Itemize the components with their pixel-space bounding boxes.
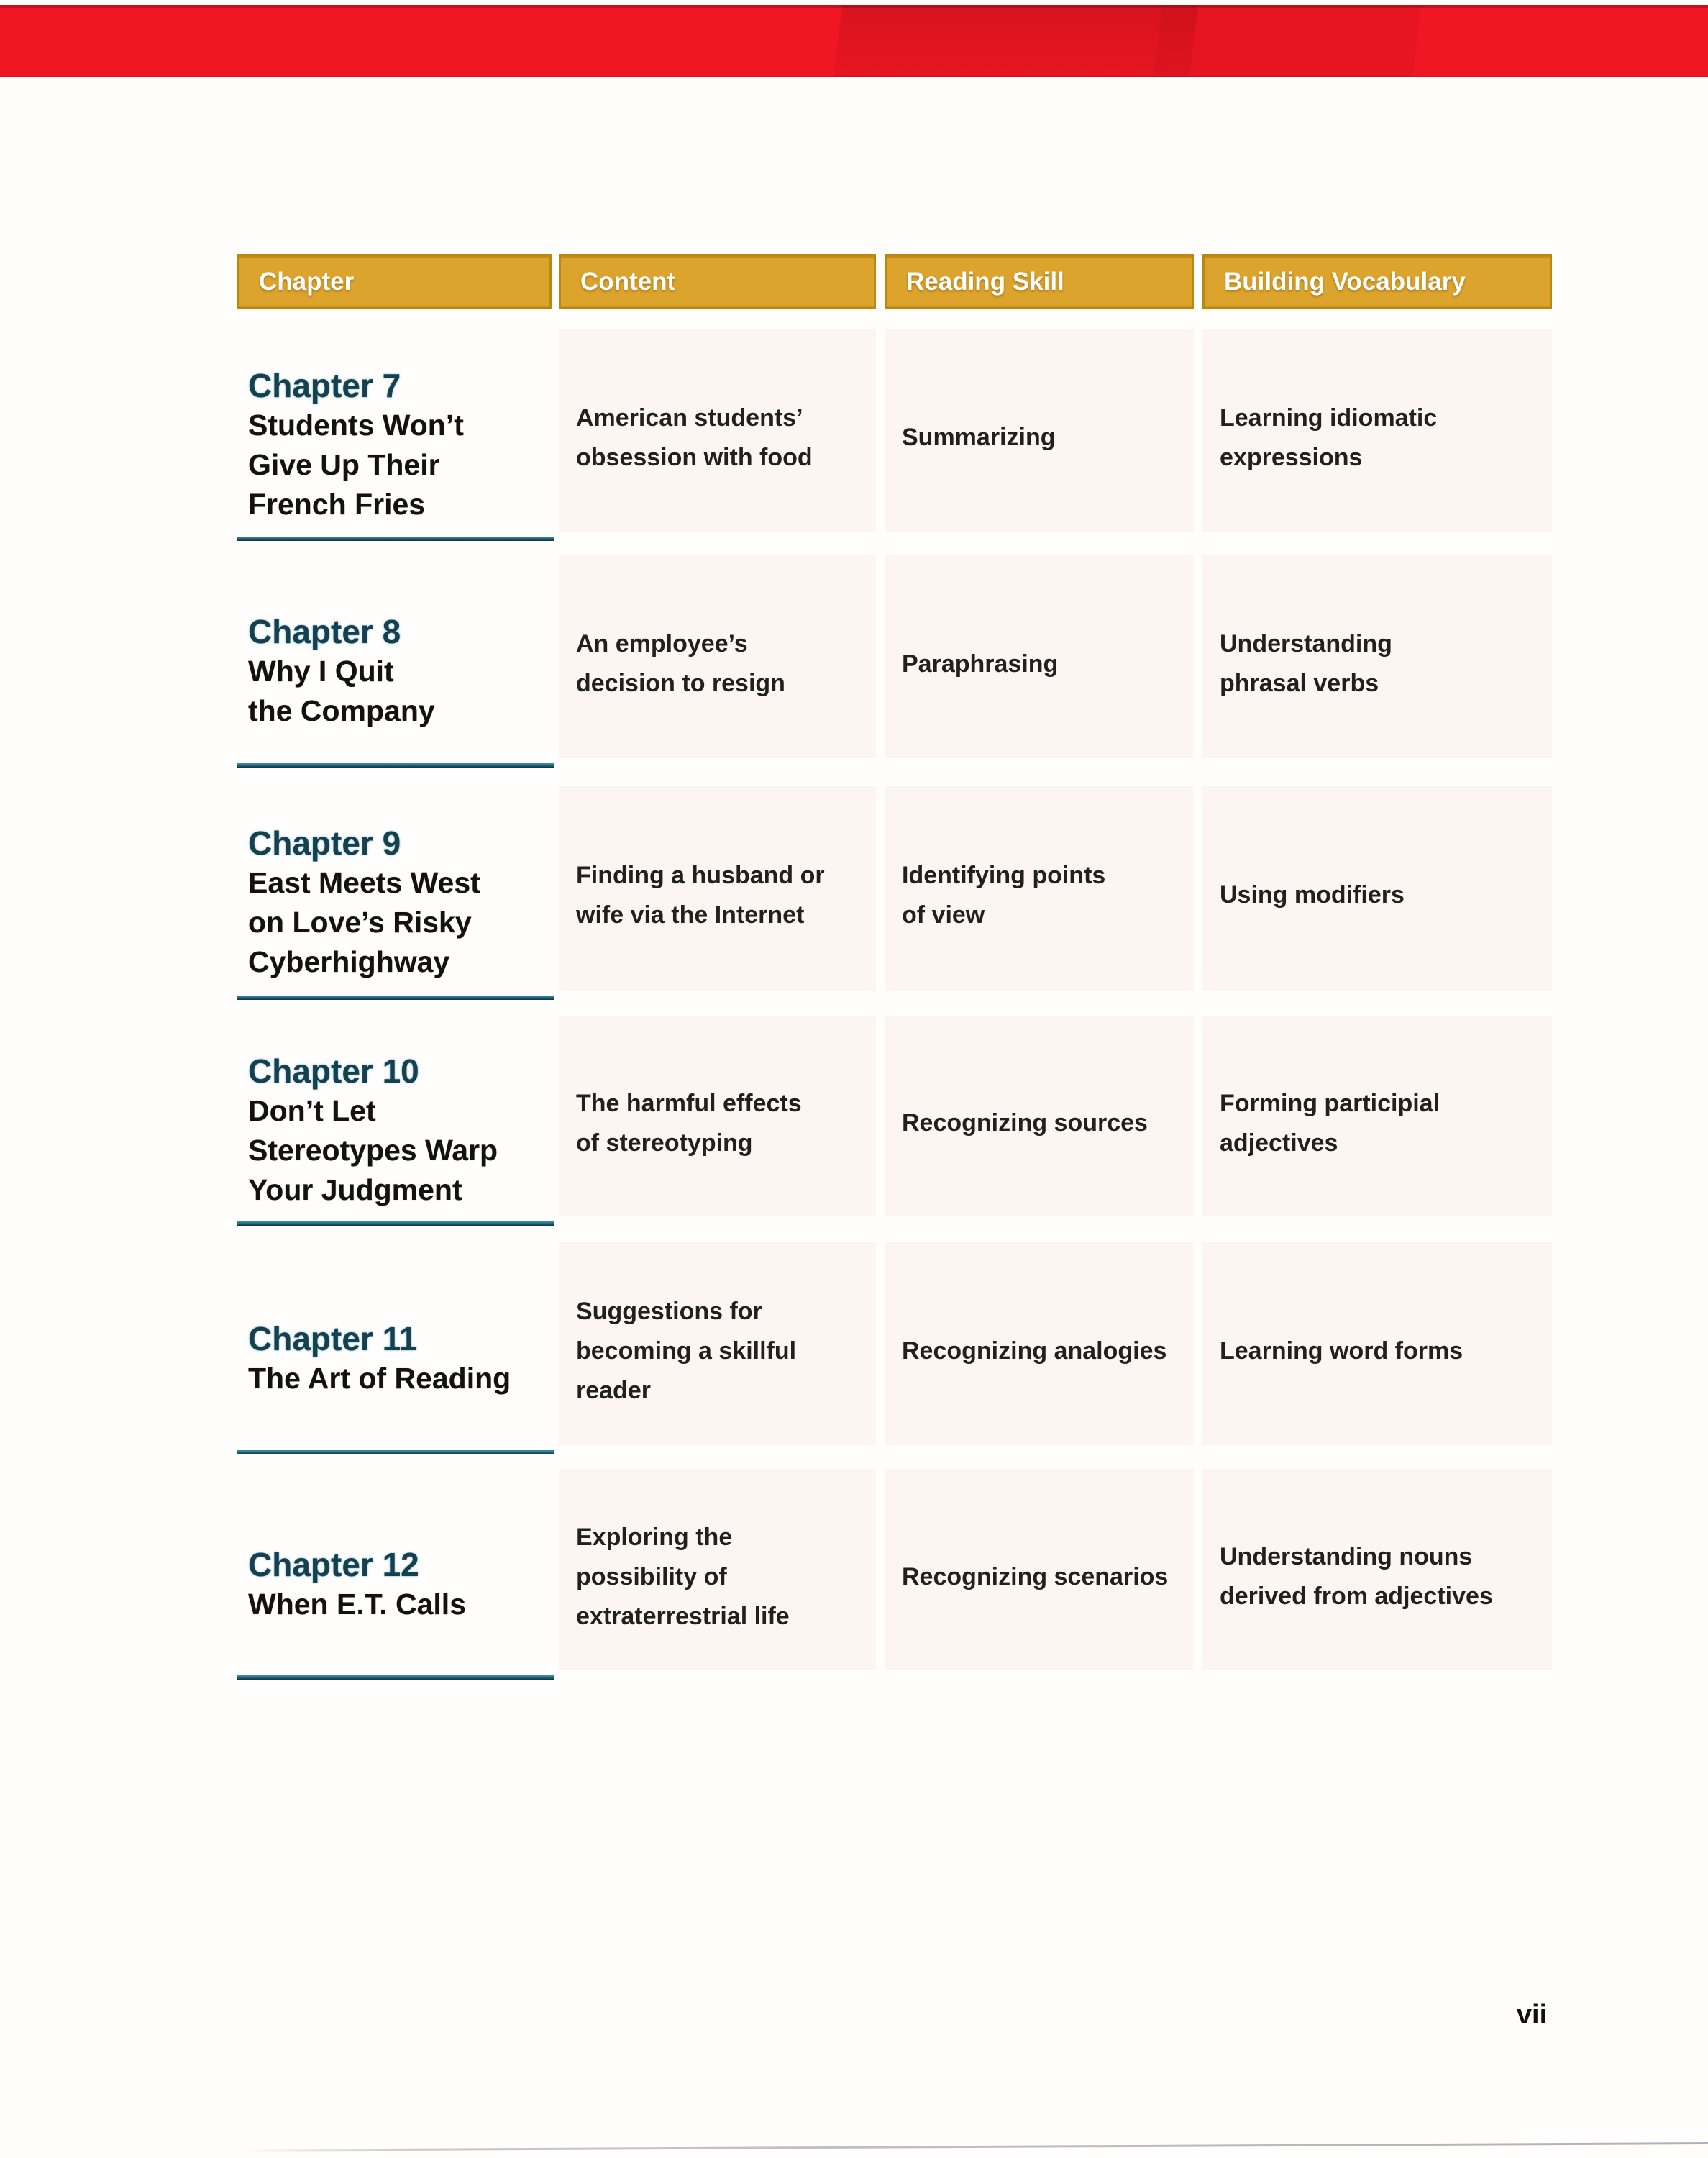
content-line: American students’: [576, 404, 803, 432]
skill-line: Summarizing: [902, 424, 1056, 451]
content-line: Exploring the: [576, 1523, 733, 1551]
chapter-title-line: French Fries: [248, 488, 426, 521]
chapter-cell: Chapter 12 When E.T. Calls: [237, 1469, 552, 1670]
skill-line: Recognizing scenarios: [902, 1562, 1169, 1590]
content-line: becoming a skillful: [576, 1337, 797, 1365]
reading-skill-cell: Paraphrasing: [885, 555, 1194, 758]
chapter-underline: [237, 996, 554, 1000]
content-cell: American students’ obsession with food: [559, 329, 876, 532]
content-line: Finding a husband or: [576, 861, 825, 889]
chapter-cell: Chapter 9 East Meets West on Love’s Risk…: [237, 786, 552, 991]
chapter-number: Chapter 8: [248, 613, 401, 650]
top-red-banner: [0, 5, 1708, 77]
content-line: possibility of: [576, 1562, 727, 1590]
vocab-line: adjectives: [1220, 1129, 1338, 1157]
vocabulary-cell: Learning idiomatic expressions: [1202, 329, 1552, 532]
chapter-underline: [237, 1675, 554, 1680]
vocab-line: Understanding nouns: [1220, 1543, 1473, 1570]
chapter-cell: Chapter 8 Why I Quit the Company: [237, 555, 552, 758]
banner-shade: [1153, 5, 1422, 77]
reading-skill-cell: Recognizing analogies: [885, 1242, 1194, 1445]
header-cell-chapter: Chapter: [237, 254, 552, 309]
reading-skill-cell: Recognizing sources: [885, 1016, 1194, 1216]
vocabulary-cell: Forming participial adjectives: [1202, 1016, 1552, 1216]
banner-shade: [833, 5, 1199, 77]
content-cell: An employee’s decision to resign: [559, 555, 876, 758]
header-cell-content: Content: [559, 254, 876, 309]
chapter-number: Chapter 11: [248, 1319, 418, 1357]
header-cell-reading-skill: Reading Skill: [885, 254, 1194, 309]
vocabulary-cell: Using modifiers: [1202, 786, 1552, 991]
vocabulary-cell: Understanding phrasal verbs: [1202, 555, 1552, 758]
chapter-title-line: Cyberhighway: [248, 945, 450, 978]
chapter-cell: Chapter 10 Don’t Let Stereotypes Warp Yo…: [237, 1016, 552, 1216]
skill-line: of view: [902, 901, 985, 929]
content-line: reader: [576, 1376, 651, 1404]
content-line: extraterrestrial life: [576, 1602, 790, 1630]
chapter-title-line: The Art of Reading: [248, 1361, 511, 1395]
vocab-line: phrasal verbs: [1220, 670, 1379, 697]
chapter-title-line: Why I Quit: [248, 655, 394, 688]
content-line: Suggestions for: [576, 1297, 762, 1325]
skill-line: Recognizing analogies: [902, 1337, 1167, 1365]
skill-line: Recognizing sources: [902, 1109, 1148, 1137]
chapter-underline: [237, 763, 554, 768]
content-cell: Finding a husband or wife via the Intern…: [559, 786, 876, 991]
content-line: The harmful effects: [576, 1089, 802, 1117]
content-cell: The harmful effects of stereotyping: [559, 1016, 876, 1216]
chapter-title-line: on Love’s Risky: [248, 906, 472, 939]
vocab-line: Forming participial: [1220, 1089, 1440, 1117]
table-row: Chapter 10 Don’t Let Stereotypes Warp Yo…: [237, 1016, 1553, 1226]
content-line: of stereotyping: [576, 1129, 753, 1157]
chapter-underline: [237, 1450, 554, 1454]
reading-skill-cell: Recognizing scenarios: [885, 1469, 1194, 1670]
content-line: An employee’s: [576, 630, 748, 657]
header-cell-building-vocabulary: Building Vocabulary: [1202, 254, 1552, 309]
chapter-title-line: Your Judgment: [248, 1173, 462, 1206]
chapter-title-line: Don’t Let: [248, 1094, 376, 1127]
content-line: wife via the Internet: [576, 901, 805, 929]
chapter-underline: [237, 537, 554, 541]
vocab-line: expressions: [1220, 443, 1363, 471]
vocab-line: Using modifiers: [1220, 881, 1405, 909]
vocab-line: Understanding: [1220, 630, 1392, 657]
chapter-number: Chapter 12: [248, 1545, 419, 1583]
table-row: Chapter 9 East Meets West on Love’s Risk…: [237, 786, 1553, 1000]
chapter-title-line: Students Won’t: [248, 409, 464, 442]
chapter-title-line: Stereotypes Warp: [248, 1134, 498, 1167]
chapter-number: Chapter 9: [248, 824, 401, 862]
page-bottom-edge: [240, 2142, 1708, 2152]
reading-skill-cell: Summarizing: [885, 329, 1194, 532]
content-cell: Exploring the possibility of extraterres…: [559, 1469, 876, 1670]
chapter-cell: Chapter 11 The Art of Reading: [237, 1242, 552, 1445]
chapter-title-line: East Meets West: [248, 866, 480, 899]
chapter-cell: Chapter 7 Students Won’t Give Up Their F…: [237, 329, 552, 532]
skill-line: Paraphrasing: [902, 650, 1059, 678]
table-header-row: Chapter Content Reading Skill Building V…: [237, 254, 1553, 309]
chapter-underline: [237, 1221, 554, 1226]
vocabulary-cell: Learning word forms: [1202, 1242, 1552, 1445]
table-row: Chapter 8 Why I Quit the Company An empl…: [237, 555, 1553, 768]
content-cell: Suggestions for becoming a skillful read…: [559, 1242, 876, 1445]
vocab-line: Learning word forms: [1220, 1337, 1463, 1365]
content-line: obsession with food: [576, 443, 813, 471]
page-number: vii: [1516, 2000, 1548, 2030]
vocab-line: Learning idiomatic: [1220, 404, 1438, 432]
vocabulary-cell: Understanding nouns derived from adjecti…: [1202, 1469, 1552, 1670]
skill-line: Identifying points: [902, 861, 1106, 889]
chapter-number: Chapter 7: [248, 367, 401, 404]
chapter-title-line: When E.T. Calls: [248, 1587, 466, 1621]
table-row: Chapter 7 Students Won’t Give Up Their F…: [237, 329, 1553, 541]
reading-skill-cell: Identifying points of view: [885, 786, 1194, 991]
chapter-title-line: the Company: [248, 694, 435, 727]
chapter-title-line: Give Up Their: [248, 448, 440, 481]
vocab-line: derived from adjectives: [1220, 1583, 1493, 1610]
chapter-number: Chapter 10: [248, 1052, 419, 1090]
content-line: decision to resign: [576, 670, 785, 697]
table-row: Chapter 11 The Art of Reading Suggestion…: [237, 1242, 1553, 1454]
table-row: Chapter 12 When E.T. Calls Exploring the…: [237, 1469, 1553, 1680]
